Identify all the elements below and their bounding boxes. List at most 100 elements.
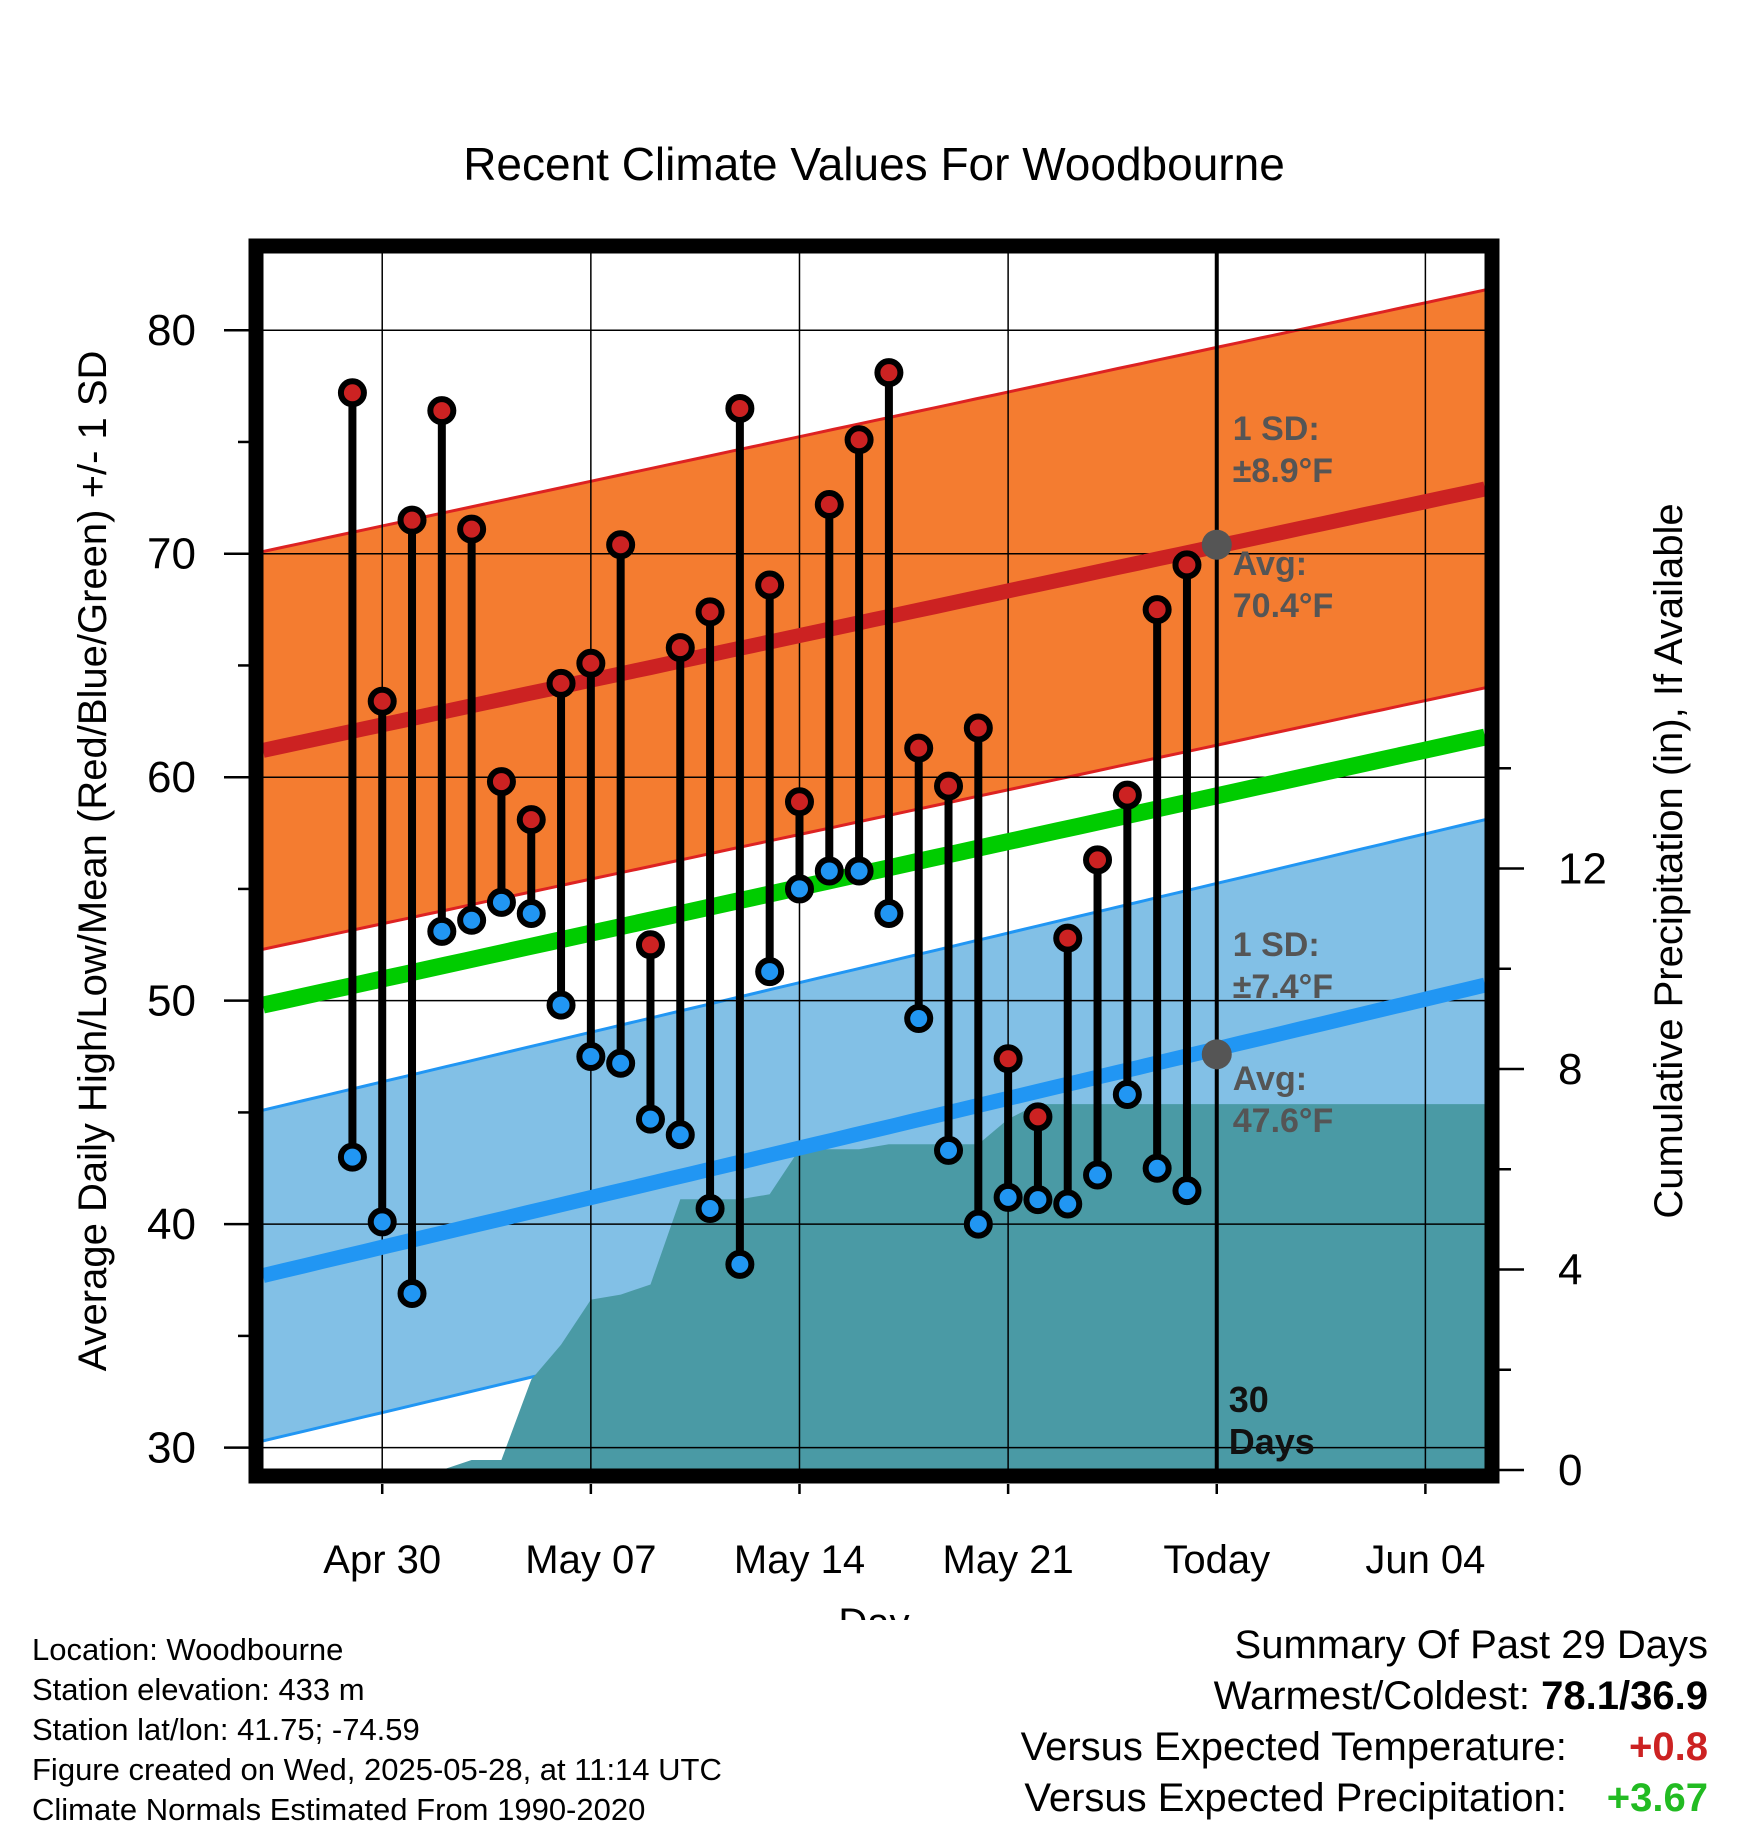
y-axis-left: 30 40 50 60 70 80 xyxy=(147,306,249,1473)
plot-frame xyxy=(248,238,1500,1484)
low-point xyxy=(1172,1176,1202,1206)
high-avg-value: 70.4°F xyxy=(1233,587,1334,625)
high-point xyxy=(367,686,397,716)
low-point xyxy=(874,899,904,929)
high-point xyxy=(784,787,814,817)
location-text: Location: Woodbourne xyxy=(32,1632,344,1667)
low-point xyxy=(755,957,785,987)
summary-temp-row: Versus Expected Temperature: +0.8 xyxy=(808,1722,1708,1773)
x-axis-label: Day xyxy=(838,1601,909,1620)
high-point xyxy=(516,805,546,835)
high-sd-band-lower-edge xyxy=(263,686,1485,951)
low-point xyxy=(635,1104,665,1134)
high-point xyxy=(1172,550,1202,580)
mean-normal-line xyxy=(263,728,1485,1014)
high-point xyxy=(665,633,695,663)
high-point xyxy=(844,425,874,455)
high-sd-band-upper-edge xyxy=(263,288,1485,553)
low-point xyxy=(397,1278,427,1308)
high-point xyxy=(755,570,785,600)
high-point xyxy=(1112,780,1142,810)
high-point xyxy=(874,358,904,388)
days-count-label: 30 xyxy=(1229,1379,1269,1420)
y-tick-label: 50 xyxy=(147,977,196,1026)
average-lines xyxy=(263,481,1485,1283)
high-point xyxy=(606,530,636,560)
low-avg-value: 47.6°F xyxy=(1233,1102,1334,1140)
low-point xyxy=(486,887,516,917)
annotations: 1 SD: ±8.9°F Avg: 70.4°F 1 SD: ±7.4°F Avg: 47.6… xyxy=(1201,410,1334,1462)
y-tick-label: 40 xyxy=(147,1200,196,1249)
high-point xyxy=(546,668,576,698)
low-point xyxy=(963,1209,993,1239)
low-sd-band-upper-edge xyxy=(263,818,1485,1112)
x-axis: Apr 30 May 07 May 14 May 21 Today Jun 04 xyxy=(323,1484,1485,1582)
y2-tick-label: 0 xyxy=(1558,1446,1582,1495)
high-point xyxy=(337,378,367,408)
summary-title: Summary Of Past 29 Days xyxy=(1234,1623,1708,1667)
high-point xyxy=(576,648,606,678)
warmest-label: Warmest/Coldest: xyxy=(1213,1674,1531,1718)
high-point xyxy=(1142,595,1172,625)
high-sd-value: ±8.9°F xyxy=(1233,452,1333,490)
high-point xyxy=(963,713,993,743)
y-axis-label: Average Daily High/Low/Mean (Red/Blue/Gr… xyxy=(71,351,115,1372)
high-point xyxy=(457,514,487,544)
low-point xyxy=(665,1120,695,1150)
high-point xyxy=(635,930,665,960)
x-tick-label: Apr 30 xyxy=(323,1538,441,1582)
low-avg-label: Avg: xyxy=(1233,1060,1307,1098)
high-point xyxy=(695,597,725,627)
y-tick-label: 30 xyxy=(147,1424,196,1473)
high-point xyxy=(993,1044,1023,1074)
low-point xyxy=(1053,1189,1083,1219)
low-point xyxy=(1112,1080,1142,1110)
low-point xyxy=(427,916,457,946)
low-point xyxy=(457,905,487,935)
low-point xyxy=(784,874,814,904)
chart-title: Recent Climate Values For Woodbourne xyxy=(463,138,1285,190)
low-point xyxy=(695,1194,725,1224)
summary-warmest-row: Warmest/Coldest: 78.1/36.9 xyxy=(808,1671,1708,1722)
low-point xyxy=(1023,1185,1053,1215)
elevation-text: Station elevation: 433 m xyxy=(32,1672,365,1707)
low-point xyxy=(844,856,874,886)
low-point xyxy=(337,1142,367,1172)
low-point xyxy=(546,990,576,1020)
y-tick-label: 60 xyxy=(147,753,196,802)
high-point xyxy=(397,505,427,535)
high-point xyxy=(486,767,516,797)
low-point xyxy=(516,899,546,929)
low-point xyxy=(1083,1160,1113,1190)
high-point xyxy=(1053,923,1083,953)
low-point xyxy=(576,1042,606,1072)
y-tick-label: 70 xyxy=(147,530,196,579)
summary-precip-row: Versus Expected Precipitation: +3.67 xyxy=(808,1773,1708,1824)
y-tick-label: 80 xyxy=(147,306,196,355)
today-low-avg-dot xyxy=(1201,1039,1232,1070)
low-point xyxy=(606,1048,636,1078)
high-point xyxy=(427,396,457,426)
y2-tick-label: 4 xyxy=(1558,1246,1582,1295)
created-text: Figure created on Wed, 2025-05-28, at 11… xyxy=(32,1752,722,1787)
low-point xyxy=(1142,1153,1172,1183)
precip-label: Versus Expected Precipitation: xyxy=(1024,1776,1567,1820)
low-point xyxy=(814,856,844,886)
normals-text: Climate Normals Estimated From 1990-2020 xyxy=(32,1792,646,1827)
x-tick-label: Today xyxy=(1163,1538,1270,1582)
low-sd-value: ±7.4°F xyxy=(1233,968,1333,1006)
today-high-avg-dot xyxy=(1201,529,1232,560)
low-point xyxy=(934,1135,964,1165)
y2-axis-label: Cumulative Precipitation (in), If Availa… xyxy=(1647,503,1691,1218)
latlon-text: Station lat/lon: 41.75; -74.59 xyxy=(32,1712,420,1747)
y2-tick-label: 12 xyxy=(1558,845,1607,894)
x-tick-label: Jun 04 xyxy=(1365,1538,1485,1582)
x-tick-label: May 14 xyxy=(734,1538,865,1582)
low-sd-label: 1 SD: xyxy=(1233,926,1320,964)
high-point xyxy=(904,733,934,763)
summary-panel: Summary Of Past 29 Days Warmest/Coldest:… xyxy=(808,1620,1708,1824)
low-normal-line xyxy=(263,977,1485,1283)
low-point xyxy=(367,1207,397,1237)
low-point xyxy=(904,1004,934,1034)
days-word-label: Days xyxy=(1229,1421,1315,1462)
